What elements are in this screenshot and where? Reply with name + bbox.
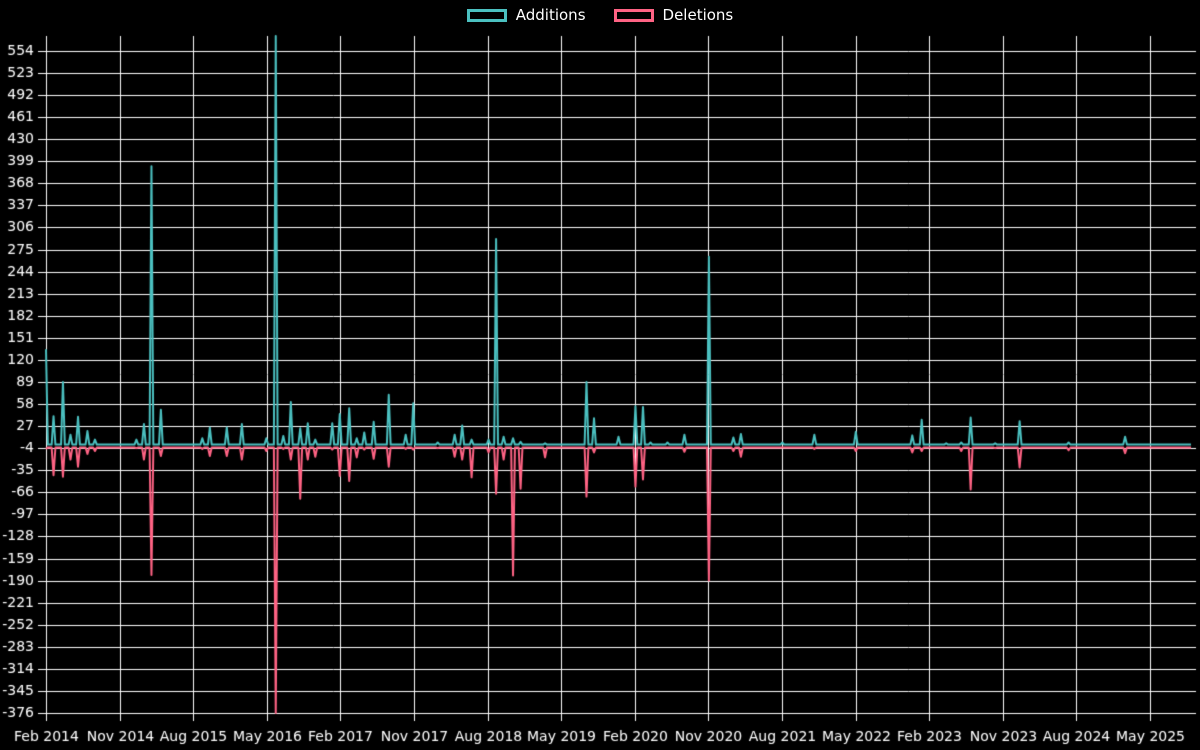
additions-legend-label: Additions xyxy=(515,6,586,24)
legend-item-deletions[interactable]: Deletions xyxy=(613,6,734,24)
chart-legend: Additions Deletions xyxy=(0,8,1200,23)
deletions-legend-label: Deletions xyxy=(662,6,734,24)
additions-legend-swatch xyxy=(466,9,507,22)
legend-item-additions[interactable]: Additions xyxy=(466,6,586,24)
deletions-legend-swatch xyxy=(613,9,654,22)
